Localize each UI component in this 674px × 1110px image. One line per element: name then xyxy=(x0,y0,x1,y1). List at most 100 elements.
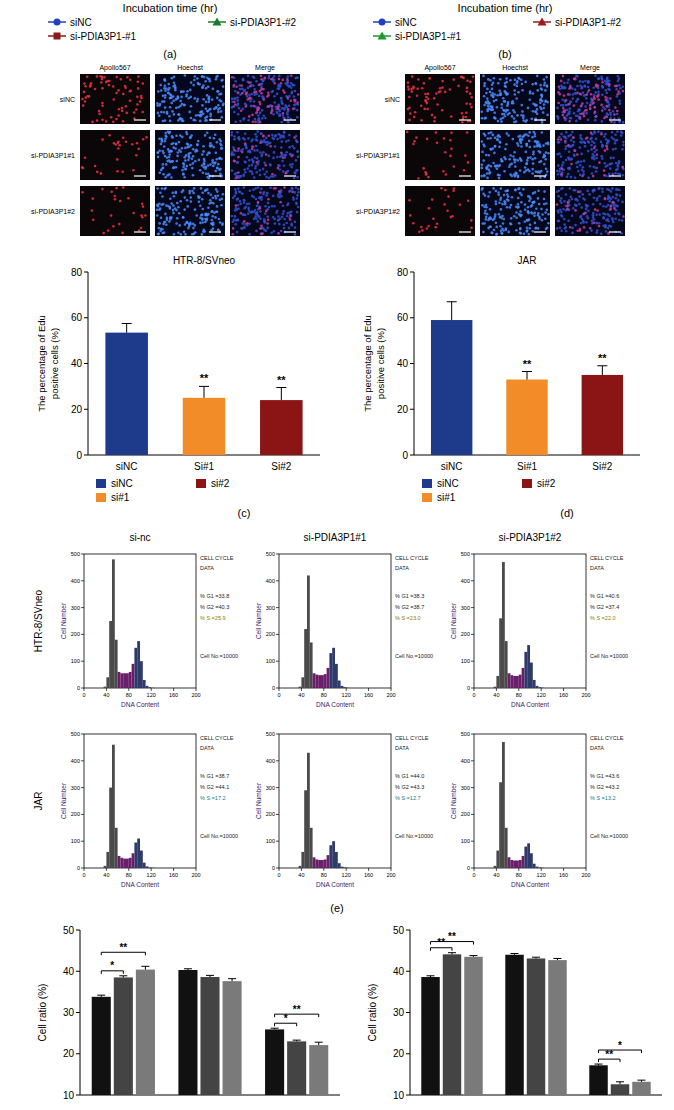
nucleus xyxy=(288,211,291,214)
nucleus xyxy=(158,222,161,225)
edu-signal xyxy=(129,90,132,93)
edu-signal xyxy=(136,142,139,145)
nucleus xyxy=(186,143,189,146)
edu-signal xyxy=(617,90,620,93)
nucleus xyxy=(283,218,286,221)
nucleus xyxy=(267,202,270,205)
nucleus xyxy=(245,147,248,150)
edu-signal xyxy=(257,106,260,109)
nucleus xyxy=(481,140,484,143)
micrograph-bg xyxy=(230,130,300,180)
nucleus xyxy=(492,81,495,84)
nucleus xyxy=(574,88,577,91)
nucleus xyxy=(231,98,234,101)
nucleus xyxy=(243,227,246,230)
scale-bar xyxy=(284,119,296,120)
nucleus xyxy=(171,160,174,163)
nucleus xyxy=(534,110,537,113)
edu-signal xyxy=(461,112,464,115)
edu-signal xyxy=(271,109,274,112)
nucleus xyxy=(169,97,172,100)
nucleus xyxy=(523,171,526,174)
edu-signal xyxy=(136,103,139,106)
nucleus xyxy=(201,110,204,113)
nucleus xyxy=(194,119,197,122)
edu-signal xyxy=(130,89,133,92)
edu-signal xyxy=(260,225,263,228)
edu-signal xyxy=(580,105,583,108)
nucleus xyxy=(296,169,299,172)
nucleus xyxy=(618,120,621,123)
nucleus xyxy=(160,216,163,219)
edu-signal xyxy=(560,80,563,83)
nucleus xyxy=(539,146,542,149)
edu-signal xyxy=(424,99,427,102)
edu-signal xyxy=(101,76,104,79)
nucleus xyxy=(186,221,189,224)
edu-signal xyxy=(259,191,262,194)
edu-signal xyxy=(267,92,270,95)
micrograph-bg xyxy=(80,130,150,180)
nucleus xyxy=(531,158,534,161)
nucleus xyxy=(276,93,279,96)
legend-marker xyxy=(213,18,222,26)
nucleus xyxy=(296,141,299,144)
nucleus xyxy=(293,147,296,150)
nucleus xyxy=(212,196,215,199)
nucleus xyxy=(282,213,285,216)
nucleus xyxy=(183,208,186,211)
edu-signal xyxy=(131,143,134,146)
nucleus xyxy=(492,147,495,150)
nucleus xyxy=(259,151,262,154)
edu-signal xyxy=(237,91,240,94)
nucleus xyxy=(189,164,192,167)
edu-signal xyxy=(84,85,87,88)
nucleus xyxy=(175,143,178,146)
nucleus xyxy=(201,104,204,107)
nucleus xyxy=(163,87,166,90)
edu-signal xyxy=(260,78,263,81)
edu-signal xyxy=(240,84,243,87)
label: si-PDIA3P1-#1 xyxy=(395,31,462,42)
nucleus xyxy=(176,217,179,220)
nucleus xyxy=(259,169,262,172)
scale-bar xyxy=(209,175,221,176)
edu-signal xyxy=(233,101,236,104)
edu-signal xyxy=(579,116,582,119)
nucleus xyxy=(161,140,164,143)
edu-signal xyxy=(233,149,236,152)
edu-signal xyxy=(436,142,439,145)
nucleus xyxy=(524,81,527,84)
nucleus xyxy=(279,134,282,137)
nucleus xyxy=(531,168,534,171)
nucleus xyxy=(277,219,280,222)
nucleus xyxy=(294,233,297,236)
edu-signal xyxy=(279,201,282,204)
nucleus xyxy=(255,230,258,233)
nucleus xyxy=(243,186,246,189)
edu-signal xyxy=(96,171,99,174)
nucleus xyxy=(601,93,604,96)
edu-signal xyxy=(413,140,416,143)
nucleus xyxy=(207,213,210,216)
edu-signal xyxy=(110,191,113,194)
micrograph-bg xyxy=(230,186,300,236)
nucleus xyxy=(171,160,174,163)
nucleus xyxy=(533,145,536,148)
nucleus xyxy=(287,116,290,119)
nucleus xyxy=(221,116,224,119)
edu-signal xyxy=(441,80,444,83)
edu-signal xyxy=(441,109,444,112)
nucleus xyxy=(237,187,240,190)
nucleus xyxy=(295,203,298,206)
edu-signal xyxy=(597,94,600,97)
nucleus xyxy=(271,205,274,208)
nucleus xyxy=(493,111,496,114)
nucleus xyxy=(157,152,160,155)
nucleus xyxy=(160,143,163,146)
edu-signal xyxy=(126,112,129,115)
nucleus xyxy=(244,143,247,146)
edu-signal xyxy=(431,114,434,117)
micrograph xyxy=(80,186,150,236)
edu-signal xyxy=(248,97,251,100)
